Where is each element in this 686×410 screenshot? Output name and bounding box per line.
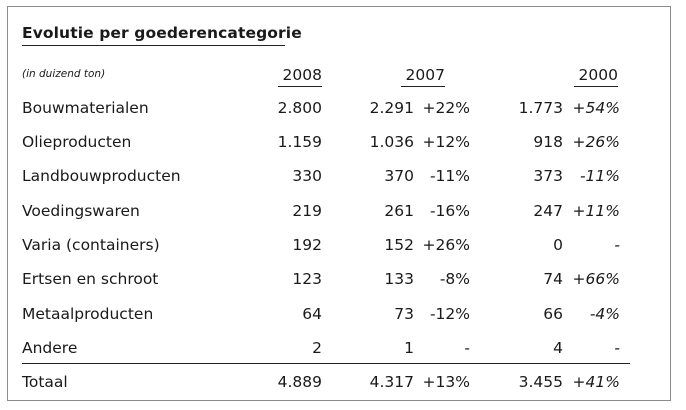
change-2000: +66%	[572, 270, 620, 288]
change-2007: -11%	[429, 167, 470, 185]
table-frame: Evolutie per goederencategorie (in duize…	[7, 6, 671, 401]
year-header-2008: 2008	[282, 66, 322, 84]
category-label: Voedingswaren	[22, 202, 140, 220]
category-label: Varia (containers)	[22, 236, 160, 254]
value-2000: 66	[543, 305, 563, 323]
title-underline	[22, 45, 285, 46]
value-2008: 123	[292, 270, 322, 288]
category-label: Totaal	[22, 373, 68, 391]
year-header-2000: 2000	[578, 66, 618, 84]
value-2008: 192	[292, 236, 322, 254]
year-underline-2008	[278, 86, 322, 87]
value-2000: 3.455	[518, 373, 563, 391]
change-2007: +26%	[422, 236, 470, 254]
value-2008: 330	[292, 167, 322, 185]
value-2000: 4	[553, 339, 563, 357]
change-2007: +22%	[422, 99, 470, 117]
value-2008: 2	[312, 339, 322, 357]
value-2007: 1	[404, 339, 414, 357]
table-title: Evolutie per goederencategorie	[22, 24, 302, 42]
value-2007: 4.317	[369, 373, 414, 391]
value-2000: 247	[533, 202, 563, 220]
category-label: Landbouwproducten	[22, 167, 181, 185]
change-2007: +13%	[422, 373, 470, 391]
unit-label: (in duizend ton)	[22, 68, 106, 80]
change-2000: +54%	[572, 99, 620, 117]
category-label: Ertsen en schroot	[22, 270, 159, 288]
value-2007: 2.291	[369, 99, 414, 117]
value-2007: 152	[384, 236, 414, 254]
change-2007: -16%	[429, 202, 470, 220]
year-header-2007: 2007	[405, 66, 445, 84]
value-2008: 2.800	[277, 99, 322, 117]
change-2007: -8%	[439, 270, 470, 288]
value-2000: 373	[533, 167, 563, 185]
value-2007: 73	[394, 305, 414, 323]
value-2000: 1.773	[518, 99, 563, 117]
change-2000: -	[614, 236, 620, 254]
value-2008: 64	[302, 305, 322, 323]
value-2008: 4.889	[277, 373, 322, 391]
value-2007: 133	[384, 270, 414, 288]
value-2007: 261	[384, 202, 414, 220]
value-2000: 918	[533, 133, 563, 151]
total-separator	[22, 363, 630, 364]
value-2007: 370	[384, 167, 414, 185]
value-2008: 1.159	[277, 133, 322, 151]
change-2000: +11%	[572, 202, 620, 220]
change-2000: -4%	[589, 305, 620, 323]
change-2007: -12%	[429, 305, 470, 323]
change-2007: +12%	[422, 133, 470, 151]
change-2000: +41%	[572, 373, 620, 391]
category-label: Olieproducten	[22, 133, 132, 151]
value-2008: 219	[292, 202, 322, 220]
value-2007: 1.036	[369, 133, 414, 151]
year-underline-2007	[401, 86, 445, 87]
value-2000: 74	[543, 270, 563, 288]
category-label: Bouwmaterialen	[22, 99, 149, 117]
change-2000: +26%	[572, 133, 620, 151]
year-underline-2000	[574, 86, 618, 87]
category-label: Andere	[22, 339, 78, 357]
change-2007: -	[464, 339, 470, 357]
category-label: Metaalproducten	[22, 305, 154, 323]
change-2000: -11%	[579, 167, 620, 185]
change-2000: -	[614, 339, 620, 357]
value-2000: 0	[553, 236, 563, 254]
